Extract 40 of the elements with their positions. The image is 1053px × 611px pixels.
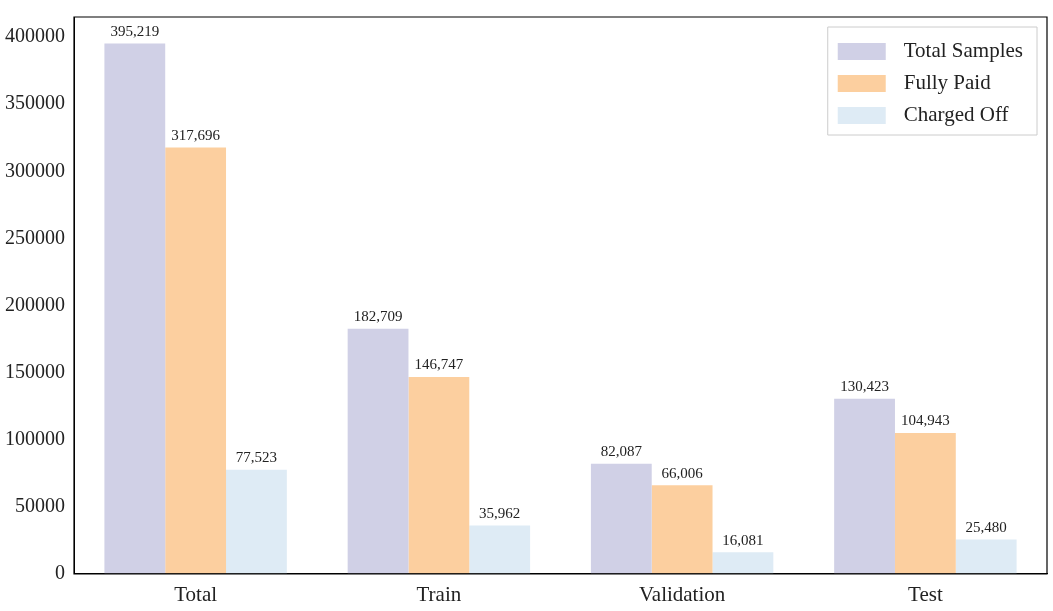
bar — [651, 485, 713, 574]
data-label: 16,081 — [722, 531, 764, 548]
data-label: 317,696 — [171, 126, 221, 143]
x-tick-label: Validation — [638, 581, 726, 606]
bar — [834, 398, 895, 574]
y-tick-label: 250000 — [5, 225, 65, 248]
bar — [165, 147, 227, 574]
y-tick-label: 350000 — [5, 91, 65, 114]
bar — [226, 469, 287, 574]
y-tick-label: 100000 — [5, 426, 65, 449]
data-label: 77,523 — [235, 449, 278, 466]
bar — [104, 43, 166, 574]
y-tick-label: 150000 — [5, 359, 65, 382]
bar — [408, 376, 470, 574]
bar — [347, 328, 409, 574]
legend-label: Fully Paid — [903, 69, 992, 94]
data-label: 35,962 — [479, 504, 521, 521]
y-tick-label: 0 — [55, 561, 65, 584]
data-label: 25,480 — [965, 519, 1007, 536]
x-tick-label: Test — [908, 581, 943, 606]
bar — [894, 433, 956, 574]
bar — [955, 539, 1017, 574]
data-label: 66,006 — [661, 464, 704, 481]
bar — [590, 463, 652, 574]
y-tick-label: 200000 — [5, 292, 65, 315]
legend-label: Charged Off — [903, 101, 1009, 126]
y-tick-label: 400000 — [5, 24, 65, 47]
bar — [712, 552, 774, 574]
data-label: 395,219 — [110, 22, 160, 39]
data-label: 104,943 — [901, 412, 950, 429]
y-tick-label: 300000 — [5, 158, 65, 181]
data-label: 182,709 — [353, 308, 403, 325]
data-label: 82,087 — [600, 443, 643, 460]
x-tick-label: Total — [174, 581, 218, 606]
legend-label: Total Samples — [903, 37, 1023, 62]
x-tick-label: Train — [416, 581, 462, 606]
data-label: 130,423 — [840, 378, 889, 395]
y-tick-label: 50000 — [15, 493, 65, 516]
data-label: 146,747 — [414, 356, 464, 373]
bar — [469, 525, 531, 574]
